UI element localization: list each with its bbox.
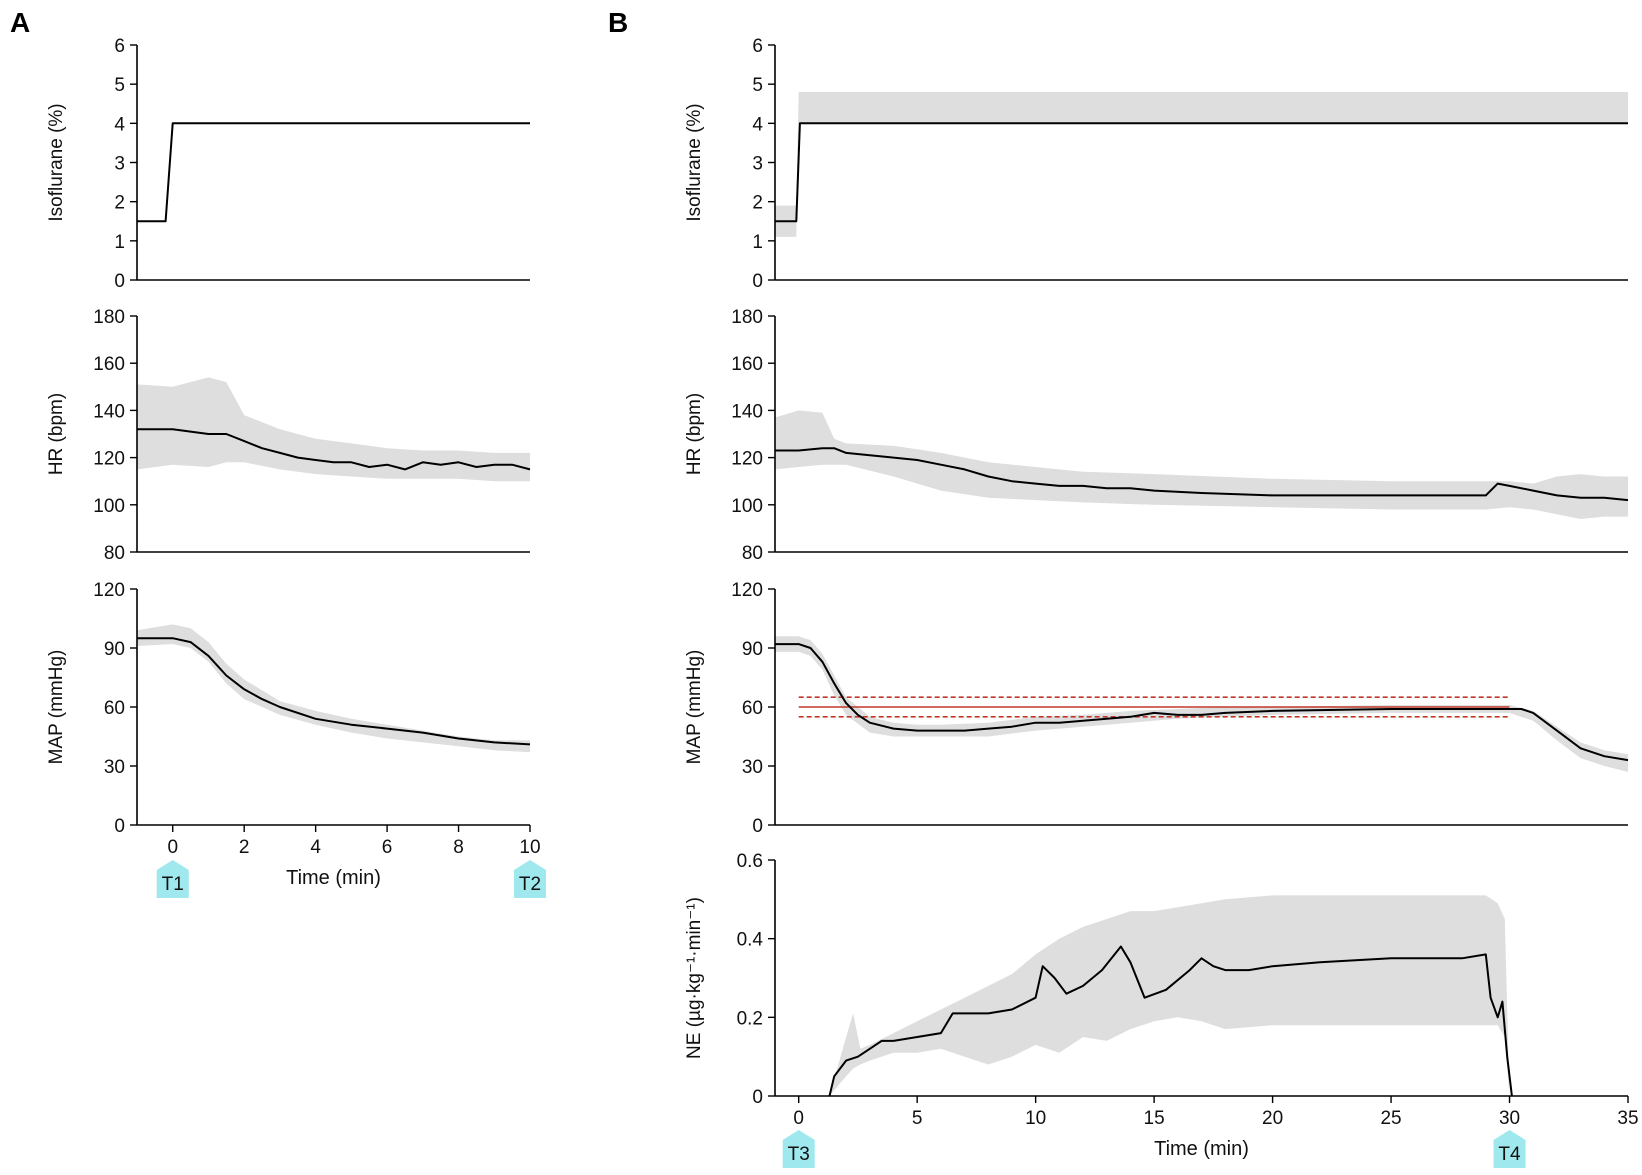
- y-axis-label-B-iso: Isoflurane (%): [684, 103, 705, 221]
- series-line-B-map: [775, 643, 1629, 762]
- chart-B-ne: 0 0.2 0.4 0.6 0 5 10 15 20 25 30 35 NE (µg·kg⁻¹·min⁻…: [684, 851, 1639, 1160]
- y-tick-label-B-map: 60: [742, 698, 763, 719]
- chart-A-map: 0 30 60 90 120 0 2 4 6 8 10 MAP (mmHg) Time (min): [46, 580, 541, 889]
- x-tick-label-A-map: 10: [519, 837, 540, 858]
- chart-B-hr: 80 100 120 140 160 180 HR (bpm): [684, 307, 1629, 564]
- series-line-A-hr: [137, 428, 531, 471]
- marker-badge-T1: [156, 860, 189, 898]
- chart-B-iso: 0 1 2 3 4 5 6 Isoflurane (%) B: [608, 7, 1628, 292]
- y-tick-label-B-iso: 0: [752, 271, 763, 292]
- sd-band-A-map: [137, 624, 530, 753]
- marker-T4: T4: [1493, 1130, 1526, 1168]
- y-tick-label-B-iso: 6: [752, 36, 763, 57]
- marker-T1: T1: [156, 860, 189, 898]
- x-tick-label-B-ne: 30: [1499, 1108, 1520, 1129]
- marker-T2: T2: [514, 860, 546, 898]
- y-tick-label-A-map: 30: [104, 757, 125, 778]
- y-tick-label-B-hr: 160: [731, 354, 763, 375]
- y-tick-label-B-map: 30: [742, 757, 763, 778]
- y-tick-label-A-map: 90: [104, 639, 125, 660]
- y-tick-label-A-iso: 4: [114, 114, 125, 135]
- series-line-A-map: [137, 637, 531, 746]
- panel-label-A: A: [10, 7, 30, 38]
- marker-T3: T3: [782, 1130, 815, 1168]
- y-tick-label-A-map: 120: [93, 580, 125, 601]
- y-tick-label-A-hr: 180: [93, 307, 125, 328]
- marker-label-T2: T2: [519, 874, 541, 895]
- sd-band-B-map: [775, 636, 1628, 772]
- y-tick-label-A-map: 60: [104, 698, 125, 719]
- y-tick-label-B-ne: 0: [752, 1087, 763, 1108]
- x-tick-label-B-ne: 10: [1025, 1108, 1046, 1129]
- y-tick-label-B-map: 0: [752, 816, 763, 837]
- y-tick-label-A-hr: 160: [93, 354, 125, 375]
- y-tick-label-B-map: 120: [731, 580, 763, 601]
- y-tick-label-A-hr: 140: [93, 401, 125, 422]
- series-line-B-ne: [828, 945, 1513, 1097]
- y-tick-label-A-hr: 100: [93, 496, 125, 517]
- y-tick-label-A-iso: 3: [114, 154, 125, 175]
- y-tick-label-B-iso: 3: [752, 154, 763, 175]
- y-tick-label-B-iso: 4: [752, 114, 763, 135]
- series-line-A-iso: [137, 122, 530, 223]
- y-tick-label-B-iso: 5: [752, 75, 763, 96]
- y-tick-label-B-hr: 120: [731, 449, 763, 470]
- y-tick-label-A-iso: 5: [114, 75, 125, 96]
- marker-badge-T2: [514, 860, 546, 898]
- panel-label-B: B: [608, 7, 628, 38]
- y-tick-label-B-hr: 80: [742, 543, 763, 564]
- x-axis-label-B-ne: Time (min): [1154, 1138, 1249, 1160]
- y-axis-label-B-ne: NE (µg·kg⁻¹·min⁻¹): [684, 897, 705, 1059]
- y-tick-label-A-hr: 80: [104, 543, 125, 564]
- series-line-B-iso: [775, 122, 1628, 223]
- marker-label-T1: T1: [162, 874, 184, 895]
- chart-B-map: 0 30 60 90 120 MAP (mmHg): [684, 580, 1629, 837]
- x-tick-label-A-map: 4: [310, 837, 321, 858]
- x-tick-label-B-ne: 5: [912, 1108, 923, 1129]
- marker-label-T4: T4: [1498, 1144, 1521, 1165]
- chart-A-hr: 80 100 120 140 160 180 HR (bpm): [46, 307, 531, 564]
- chart-A-iso: 0 1 2 3 4 5 6 Isoflurane (%) A: [10, 7, 530, 292]
- y-tick-label-B-ne: 0.4: [737, 930, 764, 951]
- x-tick-label-B-ne: 15: [1144, 1108, 1165, 1129]
- x-tick-label-B-ne: 25: [1380, 1108, 1401, 1129]
- y-tick-label-B-iso: 2: [752, 193, 763, 214]
- y-tick-label-B-ne: 0.2: [737, 1008, 763, 1029]
- marker-badge-T3: [782, 1130, 815, 1168]
- y-axis-label-A-hr: HR (bpm): [46, 393, 67, 475]
- x-tick-label-B-ne: 35: [1617, 1108, 1638, 1129]
- x-tick-label-A-map: 0: [167, 837, 178, 858]
- y-axis-label-A-map: MAP (mmHg): [46, 650, 67, 765]
- sd-band-B-ne: [829, 895, 1510, 1096]
- x-axis-label-A-map: Time (min): [286, 867, 381, 889]
- y-tick-label-A-iso: 2: [114, 193, 125, 214]
- series-line-B-hr: [775, 447, 1629, 502]
- x-tick-label-A-map: 8: [453, 837, 464, 858]
- y-tick-label-B-map: 90: [742, 639, 763, 660]
- y-tick-label-A-iso: 1: [114, 232, 125, 253]
- sd-band-A-hr: [137, 377, 530, 482]
- y-tick-label-B-hr: 140: [731, 401, 763, 422]
- sd-band-B-iso: [775, 92, 1628, 237]
- y-tick-label-B-hr: 180: [731, 307, 763, 328]
- y-axis-label-B-map: MAP (mmHg): [684, 650, 705, 765]
- x-tick-label-B-ne: 0: [793, 1108, 804, 1129]
- y-tick-label-A-iso: 0: [114, 271, 125, 292]
- sd-band-B-hr: [775, 410, 1628, 519]
- y-tick-label-A-hr: 120: [93, 449, 125, 470]
- x-tick-label-A-map: 6: [382, 837, 393, 858]
- y-tick-label-B-ne: 0.6: [737, 851, 763, 872]
- marker-badge-T4: [1493, 1130, 1526, 1168]
- y-tick-label-A-map: 0: [114, 816, 125, 837]
- marker-label-T3: T3: [788, 1144, 810, 1165]
- y-tick-label-B-iso: 1: [752, 232, 763, 253]
- x-tick-label-A-map: 2: [239, 837, 250, 858]
- x-tick-label-B-ne: 20: [1262, 1108, 1283, 1129]
- y-tick-label-B-hr: 100: [731, 496, 763, 517]
- y-axis-label-A-iso: Isoflurane (%): [46, 103, 67, 221]
- y-tick-label-A-iso: 6: [114, 36, 125, 57]
- y-axis-label-B-hr: HR (bpm): [684, 393, 705, 475]
